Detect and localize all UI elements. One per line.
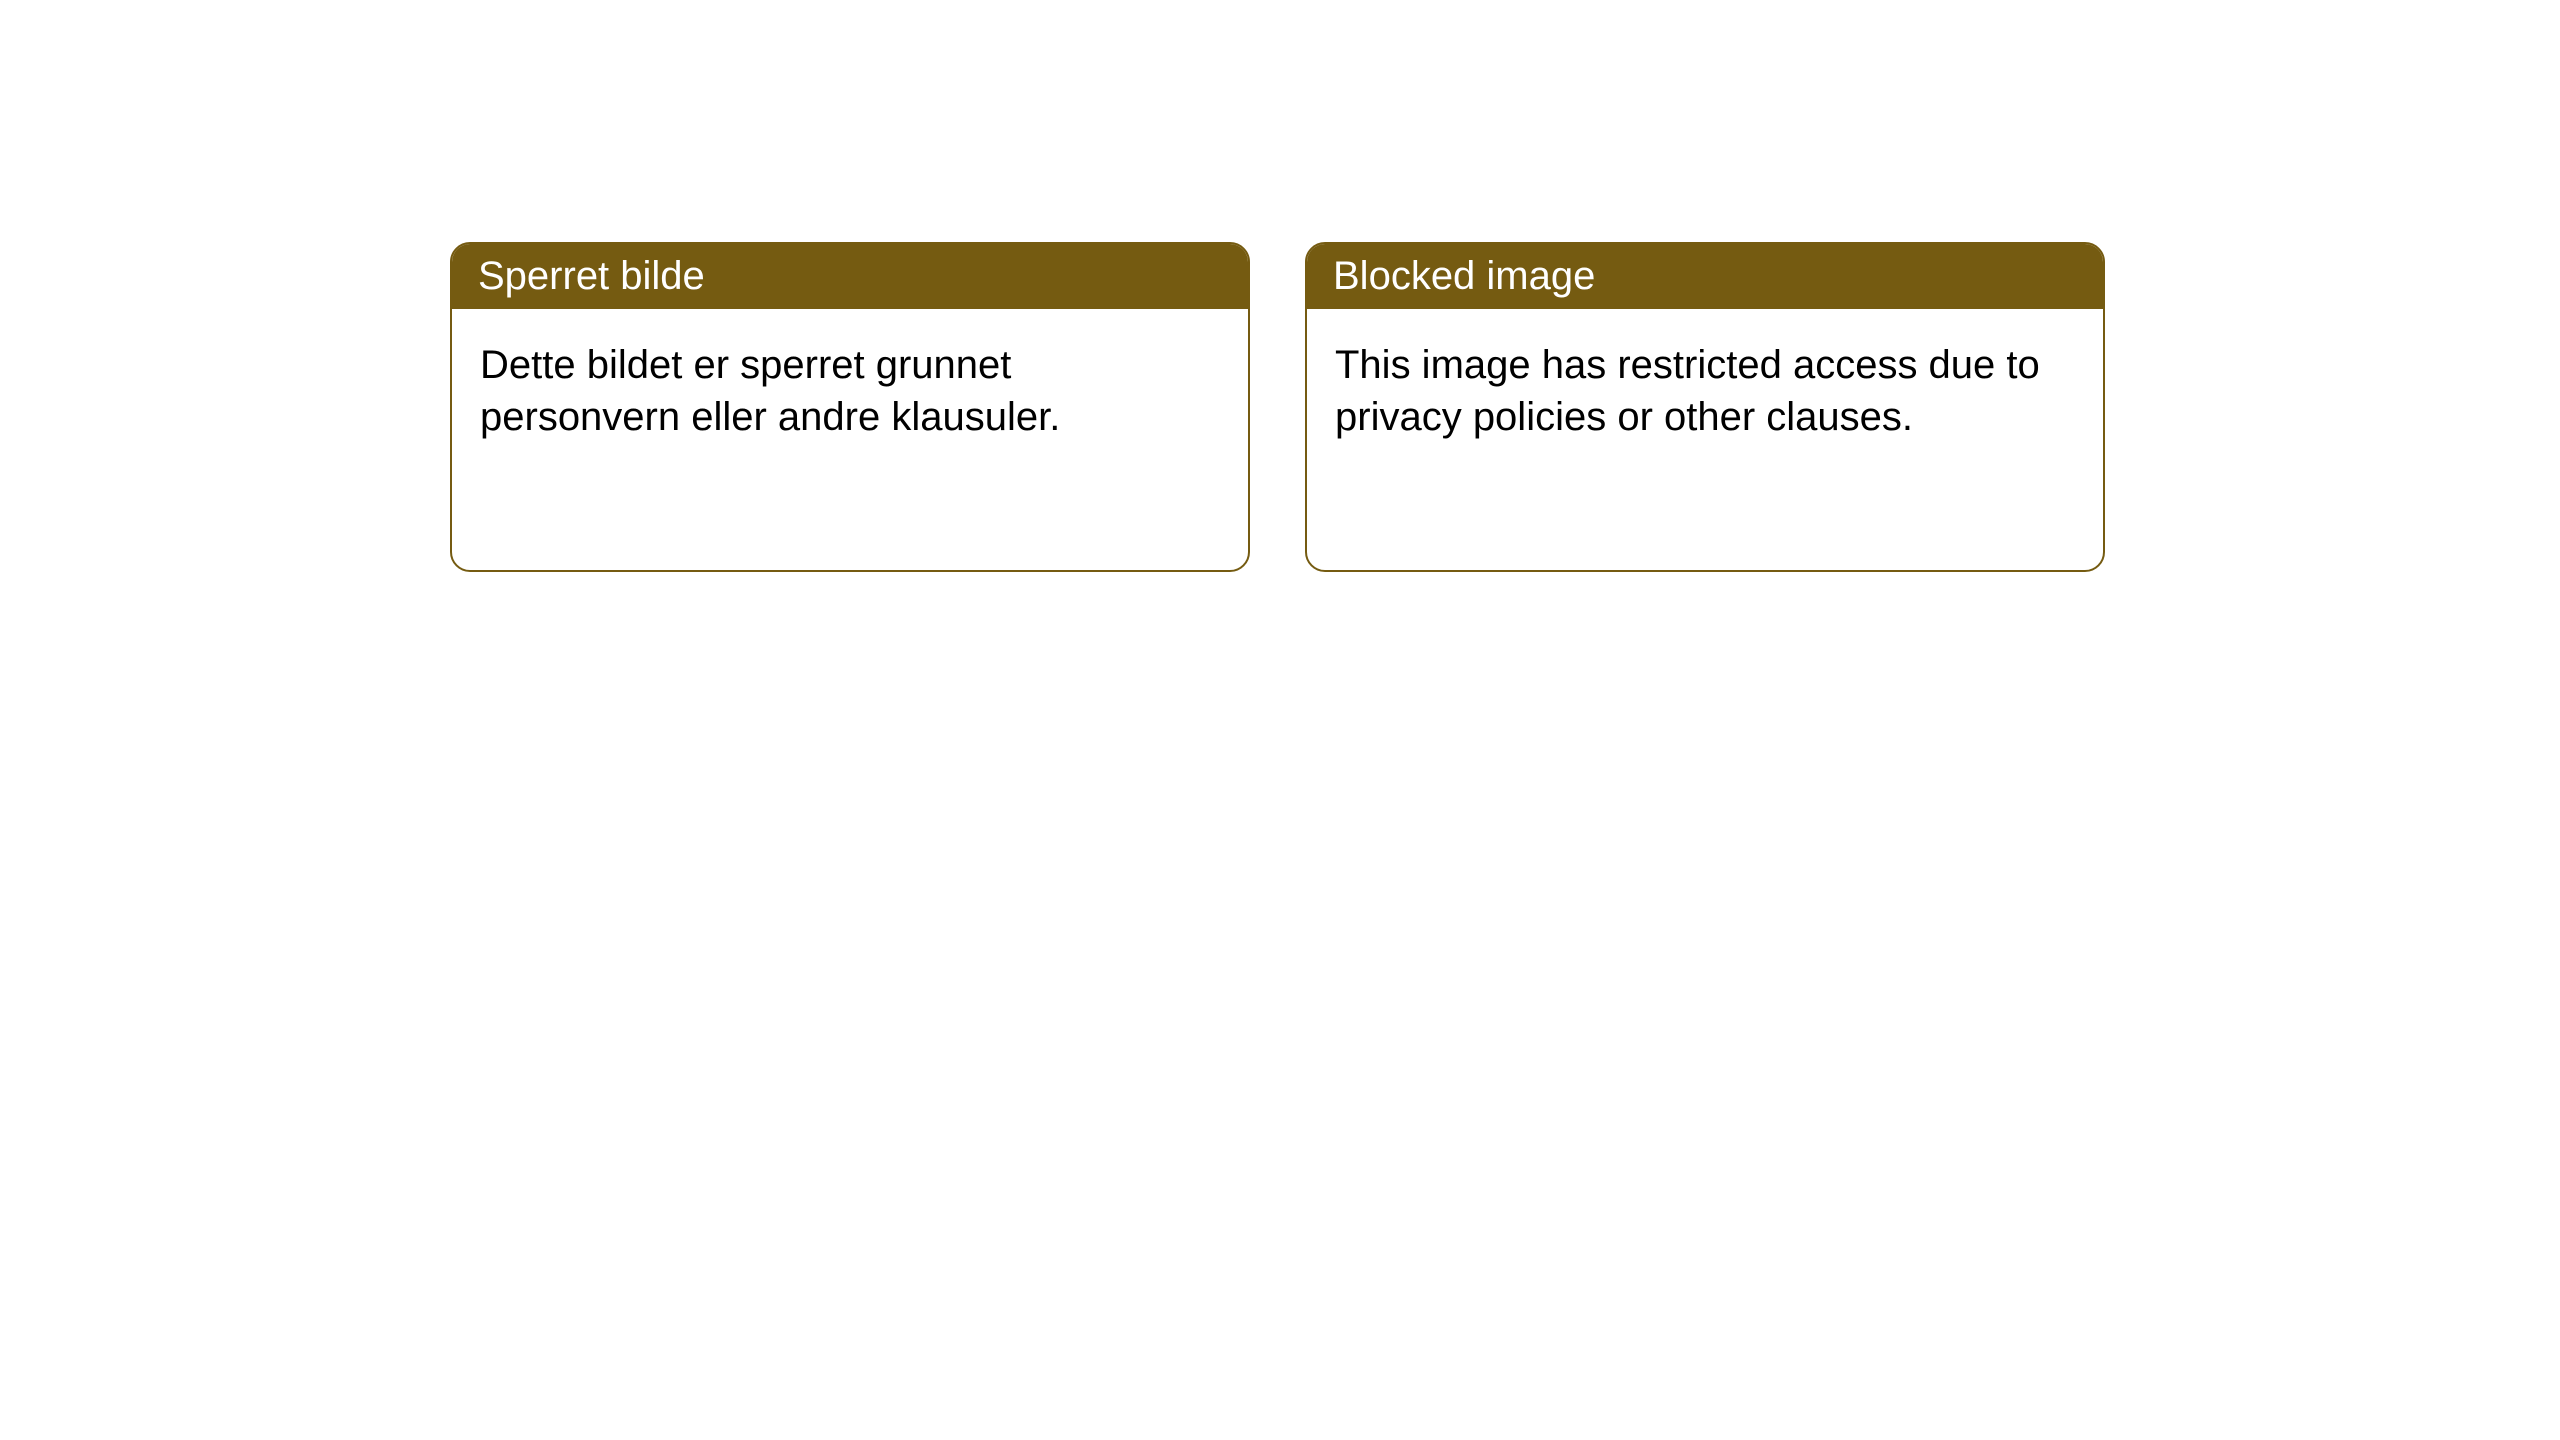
card-body: This image has restricted access due to …: [1307, 309, 2103, 473]
card-body: Dette bildet er sperret grunnet personve…: [452, 309, 1248, 473]
card-header: Blocked image: [1307, 244, 2103, 309]
notice-card-norwegian: Sperret bilde Dette bildet er sperret gr…: [450, 242, 1250, 572]
card-header: Sperret bilde: [452, 244, 1248, 309]
notice-card-english: Blocked image This image has restricted …: [1305, 242, 2105, 572]
notice-cards-row: Sperret bilde Dette bildet er sperret gr…: [450, 242, 2105, 572]
